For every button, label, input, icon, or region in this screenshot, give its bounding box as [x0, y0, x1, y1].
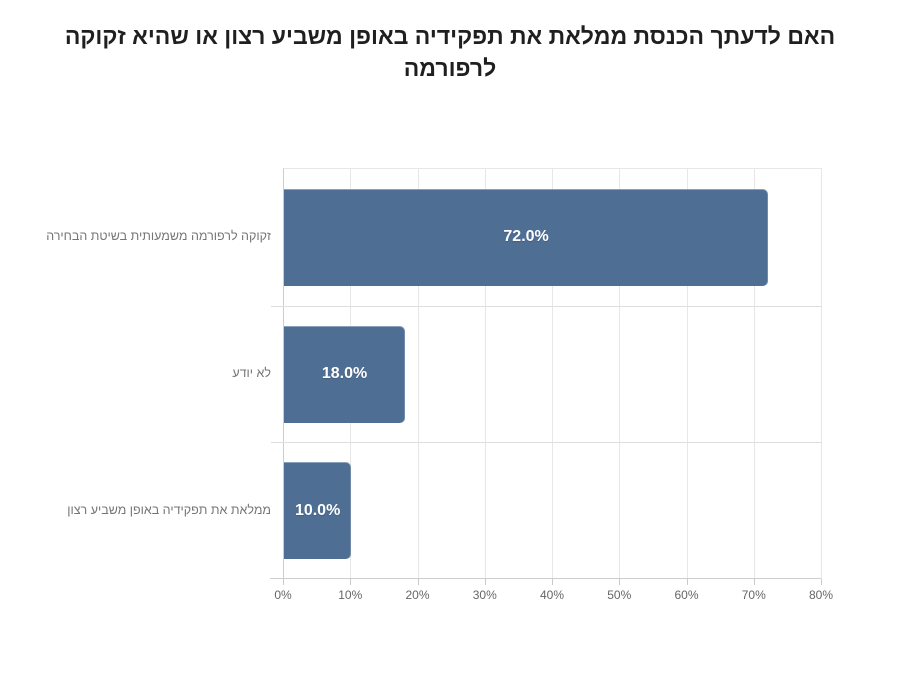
- plot-area: 72.0% 18.0% 10.0%: [271, 168, 822, 579]
- bar-value-label: 72.0%: [503, 228, 549, 246]
- x-tick-label-80%: 80%: [808, 588, 834, 602]
- x-tick-label-0%: 0%: [274, 588, 292, 602]
- x-tick-label-10%: 10%: [338, 588, 363, 602]
- x-axis-line: [270, 578, 821, 579]
- x-tick-label-50%: 50%: [607, 588, 632, 602]
- category-label-0: זקוקה לרפורמה משמעותית בשיטת הבחירה: [46, 229, 271, 244]
- x-tick-10%: [350, 579, 352, 585]
- x-tick-0%: [283, 579, 284, 585]
- category-label-1: לא יודע: [232, 366, 271, 380]
- category-axis: זקוקה לרפורמה משמעותית בשיטת הבחירה לא יו…: [30, 168, 271, 578]
- gridline-30%: [484, 169, 486, 579]
- category-boundary-line: [271, 442, 822, 443]
- x-tick-label-60%: 60%: [674, 588, 699, 602]
- x-tick-40%: [552, 579, 553, 585]
- bar-value-label: 18.0%: [321, 365, 368, 382]
- x-tick-70%: [753, 579, 755, 585]
- gridline-60%: [686, 169, 688, 579]
- x-tick-60%: [686, 579, 688, 585]
- bar-value-label: 10.0%: [294, 501, 341, 519]
- gridline-70%: [753, 169, 755, 579]
- x-axis: 0% 10% 20% 30% 40% 50% 60% 70% 80%: [274, 579, 833, 609]
- x-tick-label-70%: 70%: [741, 588, 766, 602]
- x-tick-20%: [417, 579, 419, 585]
- gridline-50%: [619, 169, 621, 579]
- gridline-80%: [821, 169, 822, 579]
- x-tick-label-40%: 40%: [539, 588, 565, 602]
- bar-2: 10.0%: [284, 462, 352, 560]
- bar-1: 18.0%: [284, 325, 406, 423]
- gridline-20%: [417, 169, 419, 579]
- x-tick-30%: [484, 579, 486, 585]
- x-tick-80%: [821, 579, 822, 585]
- bar-0: 72.0%: [284, 188, 769, 286]
- category-boundary-line: [271, 306, 822, 307]
- x-tick-50%: [619, 579, 621, 585]
- chart-title: האם לדעתך הכנסת ממלאת את תפקידיה באופן מ…: [64, 23, 836, 82]
- category-label-2: ממלאת את תפקידיה באופן משביע רצון: [67, 502, 271, 517]
- gridline-40%: [552, 169, 553, 579]
- x-tick-label-20%: 20%: [405, 588, 430, 602]
- x-tick-label-30%: 30%: [472, 588, 497, 602]
